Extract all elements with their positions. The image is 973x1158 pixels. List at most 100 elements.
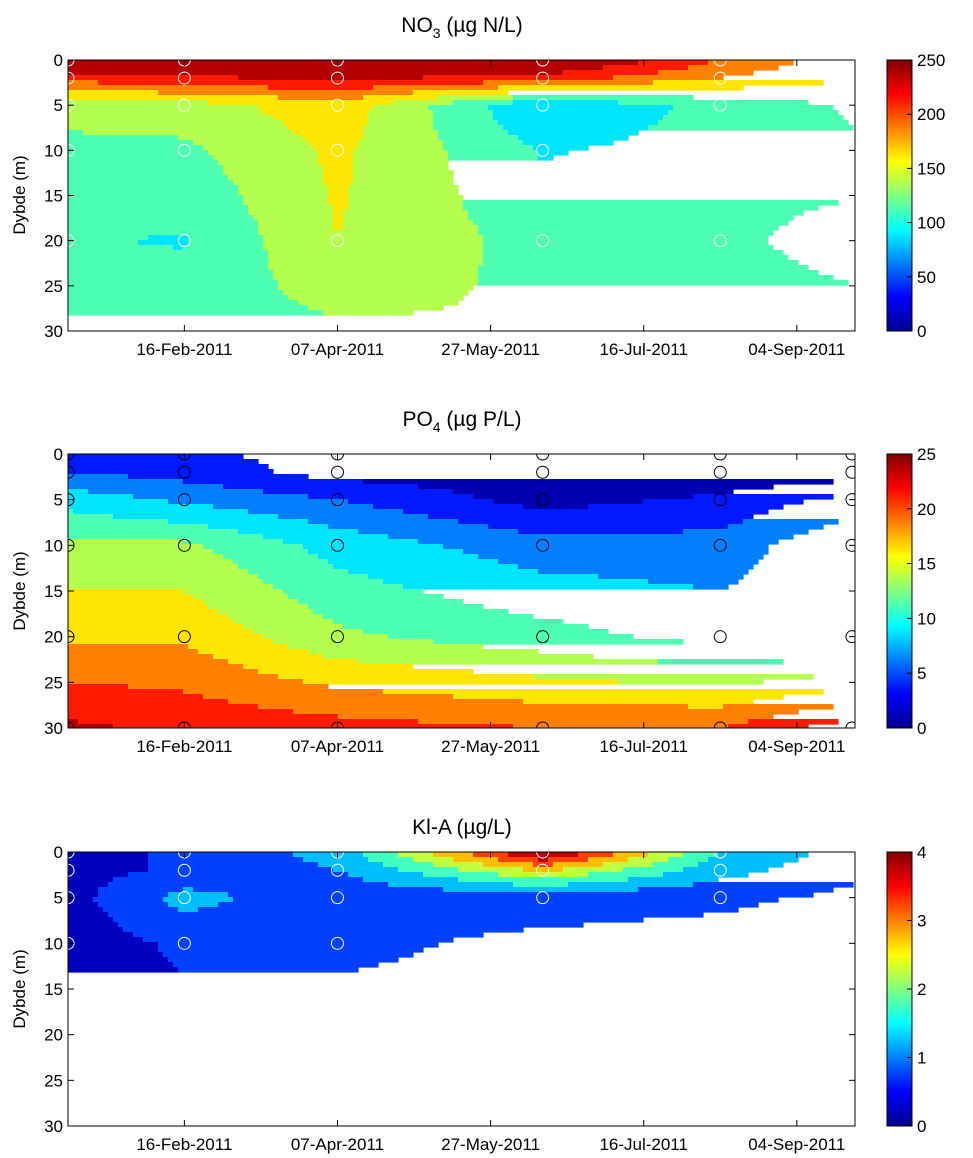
po4-sample-marker: [68, 465, 75, 479]
po4-contour-cell: [68, 539, 184, 545]
po4-contour-cell: [68, 509, 74, 515]
no3-contour-cell: [333, 225, 344, 231]
no3-contour-cell: [333, 215, 344, 221]
no3-contour-cell: [438, 130, 509, 136]
no3-contour-cell: [478, 230, 774, 236]
po4-contour-cell: [68, 579, 264, 585]
no3-contour-cell: [68, 155, 214, 161]
no3-contour-cell: [478, 270, 819, 276]
no3-y-tick-label: 10: [44, 141, 63, 160]
po4-contour-cell: [328, 559, 499, 565]
kla-sample-marker: [713, 1028, 727, 1042]
no3-contour-cell: [138, 240, 189, 246]
po4-contour-cell: [283, 539, 419, 545]
kla-contour-cell: [498, 872, 589, 878]
kla-contour-cell: [383, 862, 434, 868]
po4-contour-cell: [248, 509, 404, 515]
kla-x-ticks: 16-Feb-2011 07-Apr-2011 27-May-2011 16-Jul-…: [136, 852, 845, 1154]
kla-y-tick-label: 20: [44, 1026, 63, 1045]
no3-contour-cell: [283, 290, 469, 296]
no3-contour-cell: [68, 285, 279, 291]
no3-contour-cell: [68, 255, 269, 261]
kla-contour-cell: [143, 937, 454, 943]
po4-contour-cell: [693, 494, 834, 500]
po4-contour-cell: [588, 504, 784, 510]
po4-contour-cell: [68, 654, 214, 660]
no3-contour-cell: [313, 145, 359, 151]
po4-contour-cell: [348, 499, 494, 505]
no3-contour-cell: [343, 220, 474, 226]
kla-contour-cell: [68, 867, 149, 873]
kla-contour-cell: [513, 882, 569, 888]
no3-contour-cell: [68, 130, 84, 136]
kla-contour-cell: [118, 922, 584, 928]
po4-contour-cell: [693, 584, 729, 590]
po4-contour-cell: [68, 614, 229, 620]
po4-sample-marker: [713, 538, 727, 552]
no3-contour-cell: [278, 285, 474, 291]
no3-contour-cell: [288, 295, 464, 301]
po4-contour-cell: [258, 704, 689, 710]
no3-contour-cell: [258, 220, 334, 226]
po4-y-tick-label: 20: [44, 628, 63, 647]
po4-contour-cell: [683, 529, 809, 535]
no3-contour-cell: [248, 210, 334, 216]
no3-contour-cell: [68, 90, 159, 96]
no3-sample-marker: [713, 324, 727, 331]
kla-contour-cell: [693, 882, 854, 888]
kla-sample-marker: [713, 1119, 727, 1126]
po4-contour-cell: [68, 589, 184, 595]
no3-contour-cell: [658, 120, 849, 126]
no3-contour-cell: [68, 200, 244, 206]
kla-contour-cell: [133, 932, 484, 938]
po4-contour-cell: [68, 634, 264, 640]
kla-sample-marker: [536, 936, 550, 950]
no3-contour-cell: [68, 75, 239, 81]
po4-contour-cell: [363, 629, 609, 635]
kla-contour-cell: [68, 897, 94, 903]
no3-contour-cell: [438, 95, 514, 101]
po4-contour-cell: [463, 549, 769, 555]
kla-contour-cell: [178, 907, 199, 913]
kla-colorbar-ticks: 0 1 2 3 4: [907, 843, 926, 1136]
no3-sample-marker: [845, 60, 855, 67]
kla-contour-cell: [698, 862, 784, 868]
kla-sample-marker: [536, 1028, 550, 1042]
no3-contour-cell: [188, 235, 264, 241]
po4-sample-marker: [845, 493, 855, 507]
no3-title-unit: (µg N/L): [441, 14, 523, 37]
po4-contour-cell: [68, 469, 274, 475]
no3-y-tick-label: 30: [44, 322, 63, 341]
po4-y-ticks: 0 5 10 15 20 25 30: [44, 445, 855, 738]
no3-contour-cell: [68, 80, 99, 86]
po4-contour-cell: [428, 514, 754, 520]
kla-contour-cell: [368, 857, 414, 863]
no3-y-ticks: 0 5 10 15 20 25 30: [44, 51, 855, 341]
no3-contour-cell: [483, 235, 769, 241]
po4-contour-cell: [68, 699, 229, 705]
kla-sample-marker: [845, 936, 855, 950]
no3-contour-cell: [433, 110, 494, 116]
no3-contour-cell: [413, 90, 509, 96]
po4-contour-cell: [68, 679, 304, 685]
no3-contour-cell: [463, 205, 819, 211]
no3-contour-cell: [68, 290, 284, 296]
kla-contour-cell: [158, 942, 439, 948]
no3-sample-marker: [713, 98, 727, 112]
po4-contour-cell: [238, 564, 334, 570]
no3-colorbar-tick-label: 0: [917, 322, 926, 341]
kla-contour-cell: [218, 902, 759, 908]
kla-contour-cell: [588, 857, 629, 863]
no3-sample-marker: [713, 234, 727, 248]
no3-contour-cell: [213, 155, 319, 161]
po4-contour-cell: [68, 649, 199, 655]
po4-contour-cell: [68, 684, 129, 690]
no3-contour-cell: [343, 215, 469, 221]
no3-contour-cell: [293, 130, 364, 136]
kla-contour-cell: [68, 912, 109, 918]
kla-contour-cell: [628, 877, 719, 883]
po4-contour-cell: [203, 544, 304, 550]
po4-sample-marker: [177, 465, 191, 479]
no3-contour-cell: [353, 165, 449, 171]
kla-contour-cell: [233, 897, 779, 903]
